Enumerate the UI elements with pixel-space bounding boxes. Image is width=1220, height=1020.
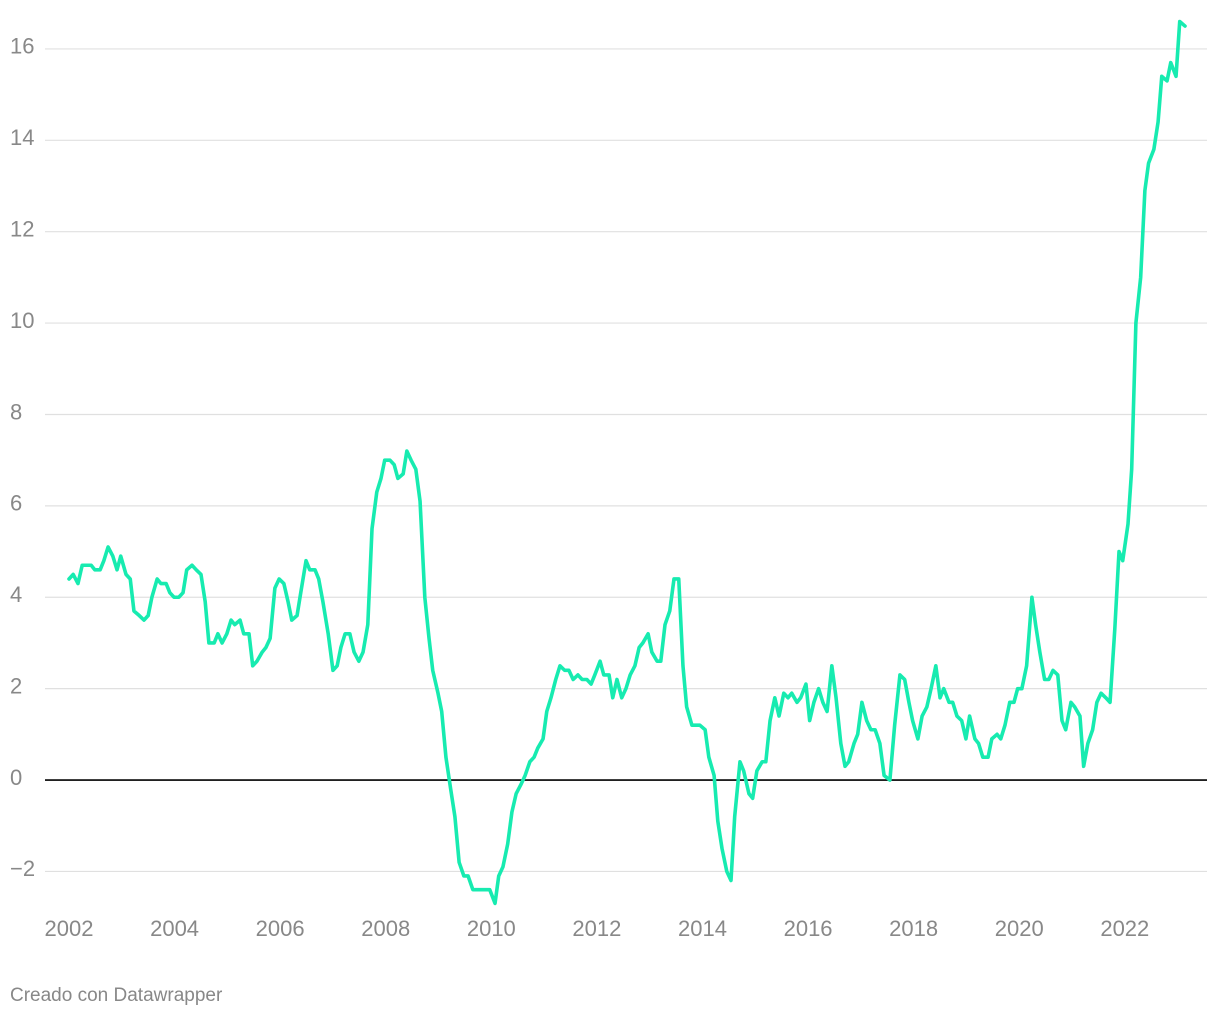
y-tick-label: 0 [10,765,22,790]
y-tick-label: 10 [10,308,34,333]
y-tick-label: 12 [10,217,34,242]
y-tick-label: 2 [10,673,22,698]
data-line [67,19,1187,906]
source-note: Creado con Datawrapper [10,985,223,1006]
y-tick-label: 14 [10,125,34,150]
y-tick-label: 16 [10,34,34,59]
x-tick-label: 2022 [1100,916,1149,941]
y-tick-label: 8 [10,399,22,424]
y-tick-label: −2 [10,856,35,881]
x-tick-label: 2008 [361,916,410,941]
x-tick-label: 2004 [150,916,199,941]
y-tick-label: 6 [10,491,22,516]
x-tick-label: 2020 [995,916,1044,941]
x-tick-label: 2012 [572,916,621,941]
x-tick-label: 2016 [784,916,833,941]
x-tick-label: 2018 [889,916,938,941]
x-tick-label: 2010 [467,916,516,941]
x-tick-label: 2002 [45,916,94,941]
x-tick-label: 2014 [678,916,727,941]
y-tick-label: 4 [10,582,22,607]
x-tick-label: 2006 [256,916,305,941]
